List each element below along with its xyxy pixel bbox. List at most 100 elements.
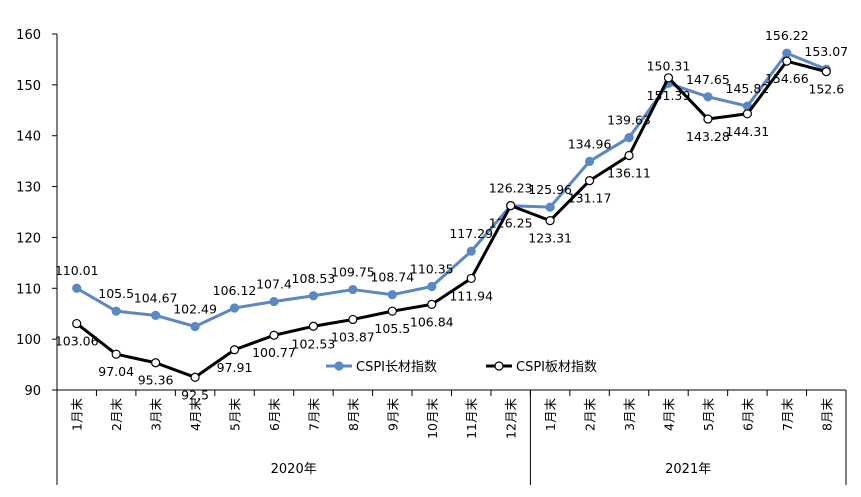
data-point-2 [545,215,555,226]
data-point-2 [229,345,240,355]
data-label-1: 153.07 [804,44,848,59]
x-category-label: 8月末 [346,398,361,431]
data-label-1: 125.96 [528,182,572,197]
data-label-2: 106.84 [410,314,454,329]
y-tick-label: 150 [16,79,41,94]
data-point-1 [466,246,476,256]
legend: CSPI长材指数 CSPI板材指数 [326,360,597,375]
data-point-1 [387,290,397,300]
data-point-2 [308,321,319,331]
data-label-2: 151.39 [647,88,691,103]
x-category-label: 1月末 [70,398,85,431]
y-tick-label: 140 [16,130,41,145]
data-point-2 [427,299,437,309]
data-point-2 [348,314,358,325]
data-point-1 [545,202,555,212]
axes: 90 100 110 120 130 140 150 160 1月末 2月末 3月末 4月末 5月末 6月… [16,28,847,485]
x-category-label: 2月末 [583,398,598,431]
y-tick-label: 110 [16,282,41,297]
y-tick-label: 90 [24,384,41,399]
legend-swatch-marker [494,361,504,371]
data-point-1 [308,291,319,301]
data-point-1 [111,306,121,316]
data-point-1 [190,321,200,332]
x-category-label: 3月末 [622,398,637,431]
data-point-2 [624,150,634,161]
data-point-1 [72,283,82,293]
x-category-label: 11月末 [464,398,479,439]
data-point-2 [742,109,752,119]
series-layer [72,48,831,382]
data-label-2: 126.25 [489,216,533,231]
y-tick-label: 160 [16,28,41,43]
x-category-label: 10月末 [425,398,440,439]
x-category-label: 12月末 [504,398,519,439]
data-point-2 [584,176,595,186]
x-category-label: 3月末 [149,398,164,431]
data-label-2: 143.28 [686,129,730,144]
x-category-label: 4月末 [661,398,676,431]
x-category-label: 1月末 [543,398,558,431]
x-category-label: 5月末 [228,398,243,431]
legend-label: CSPI板材指数 [516,360,597,375]
data-label-1: 107.4 [256,277,292,292]
data-label-1: 110.01 [55,263,99,278]
data-label-1: 156.22 [765,28,809,43]
data-label-2: 152.6 [808,82,844,97]
x-category-label: 2月末 [109,398,124,431]
series-line-2 [75,59,827,379]
data-point-1 [348,284,358,295]
data-label-2: 154.66 [765,71,809,86]
data-label-2: 136.11 [607,165,651,180]
data-point-1 [151,310,161,320]
data-point-1 [427,281,437,292]
data-label-1: 147.65 [686,72,730,87]
data-label-2: 92.5 [181,387,209,402]
data-point-2 [782,56,792,66]
data-label-1: 139.63 [607,113,651,128]
data-point-2 [821,67,831,77]
group-year-label: 2020年 [271,462,317,477]
data-point-2 [506,201,516,211]
data-point-2 [190,372,200,382]
data-point-1 [584,156,595,166]
data-label-2: 123.31 [528,231,572,246]
data-label-1: 117.29 [449,226,493,241]
data-label-2: 111.94 [449,288,493,303]
data-label-2: 131.17 [568,191,612,206]
legend-label: CSPI长材指数 [356,360,437,375]
data-label-2: 103.87 [331,329,375,344]
data-label-1: 105.5 [98,286,134,301]
x-category-label: 9月末 [385,398,400,431]
data-label-1: 150.31 [647,58,691,73]
data-label-1: 108.53 [292,271,336,286]
x-category-label: 5月末 [701,398,716,431]
data-point-1 [624,132,634,143]
data-point-2 [387,306,397,316]
y-tick-label: 130 [16,181,41,196]
data-label-2: 100.77 [252,345,296,360]
x-category-label: 8月末 [819,398,834,431]
x-category-label: 6月末 [267,398,282,431]
data-point-2 [703,114,713,124]
data-point-2 [72,318,82,329]
data-label-2: 97.04 [98,364,134,379]
data-label-1: 102.49 [173,301,217,316]
y-tick-label: 120 [16,231,41,246]
data-point-2 [663,73,674,83]
data-label-1: 109.75 [331,265,375,280]
data-point-2 [466,273,476,284]
x-category-label: 7月末 [780,398,795,431]
data-label-1: 126.23 [489,181,533,196]
data-point-1 [269,296,279,307]
data-point-2 [111,349,121,359]
data-label-1: 106.12 [213,283,257,298]
data-point-2 [269,330,279,340]
data-label-2: 97.91 [217,360,253,375]
data-point-1 [782,48,792,58]
data-point-1 [229,303,240,313]
data-label-1: 108.74 [370,270,414,285]
data-point-2 [151,358,161,368]
